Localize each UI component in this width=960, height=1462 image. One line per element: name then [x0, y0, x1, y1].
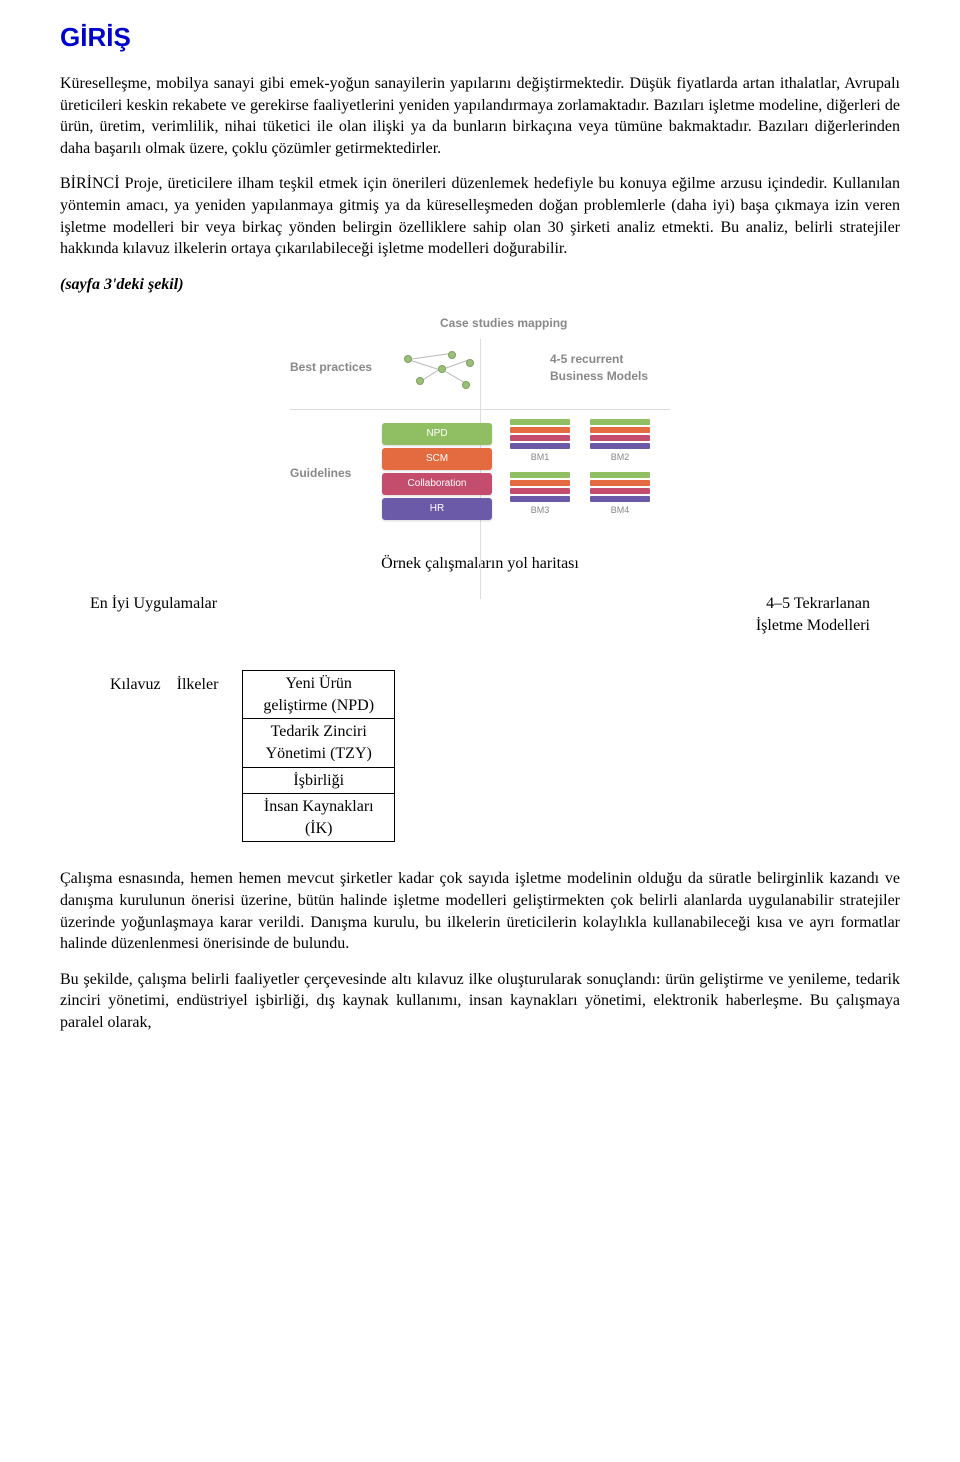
- guidelines-cell-3: İşbirliği: [243, 767, 395, 794]
- figure-pill-scm: SCM: [382, 448, 492, 470]
- guidelines-cell-2: Tedarik Zinciri Yönetimi (TZY): [243, 719, 395, 767]
- paragraph-4: Çalışma esnasında, hemen hemen mevcut şi…: [60, 868, 900, 954]
- figure-bm3-label: BM3: [510, 504, 570, 516]
- figure-recurrent-label: 4-5 recurrent Business Models: [550, 351, 648, 383]
- figure-guidelines-label: Guidelines: [290, 465, 351, 481]
- figure-bm2-label: BM2: [590, 451, 650, 463]
- figure-bm2: BM2: [590, 419, 650, 463]
- figure-pill-hr: HR: [382, 498, 492, 520]
- paragraph-5: Bu şekilde, çalışma belirli faaliyetler …: [60, 969, 900, 1034]
- figure-bm1: BM1: [510, 419, 570, 463]
- figure-bm4: BM4: [590, 472, 650, 516]
- caption-right-2: İşletme Modelleri: [756, 615, 870, 637]
- page-title: GİRİŞ: [60, 20, 900, 55]
- guidelines-label: Kılavuz İlkeler: [110, 670, 218, 696]
- figure-bm-grid: BM1 BM2 BM3: [510, 419, 650, 515]
- figure-bm4-label: BM4: [590, 504, 650, 516]
- paragraph-1: Küreselleşme, mobilya sanayi gibi emek-y…: [60, 73, 900, 159]
- figure-case-label: Case studies mapping: [440, 315, 567, 331]
- figure-pill-collaboration: Collaboration: [382, 473, 492, 495]
- figure-bm3: BM3: [510, 472, 570, 516]
- guidelines-cell-1: Yeni Ürün geliştirme (NPD): [243, 671, 395, 719]
- paragraph-3: (sayfa 3'deki şekil): [60, 274, 900, 296]
- caption-left: En İyi Uygulamalar: [90, 593, 217, 636]
- caption-right: 4–5 Tekrarlanan İşletme Modelleri: [756, 593, 870, 636]
- guidelines-table: Yeni Ürün geliştirme (NPD) Tedarik Zinci…: [242, 670, 395, 842]
- figure-pill-npd: NPD: [382, 423, 492, 445]
- paragraph-2: BİRİNCİ Proje, üreticilere ilham teşkil …: [60, 173, 900, 259]
- figure-bm1-label: BM1: [510, 451, 570, 463]
- caption-right-1: 4–5 Tekrarlanan: [756, 593, 870, 615]
- figure-case-mapping: Case studies mapping Best practices 4-5 …: [290, 315, 670, 505]
- figure-best-practices-label: Best practices: [290, 359, 372, 375]
- figure-network-icon: [400, 345, 480, 395]
- caption-row: En İyi Uygulamalar 4–5 Tekrarlanan İşlet…: [90, 593, 870, 636]
- figure-pill-stack: NPD SCM Collaboration HR: [382, 423, 492, 523]
- guidelines-cell-4: İnsan Kaynakları (İK): [243, 794, 395, 842]
- guidelines-row: Kılavuz İlkeler Yeni Ürün geliştirme (NP…: [110, 670, 900, 842]
